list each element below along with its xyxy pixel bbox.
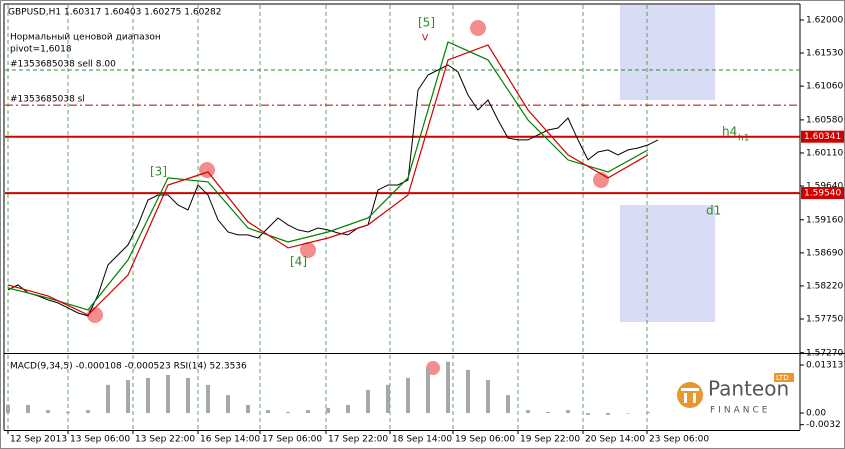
macd-bar <box>606 413 610 415</box>
macd-bar <box>546 411 550 414</box>
annotation: V <box>422 34 429 44</box>
macd-bar <box>426 368 430 414</box>
y-tick-label: 1.62000 <box>806 15 843 25</box>
annotation: h1 <box>738 134 749 144</box>
x-tick-label: 17 Sep 06:00 <box>262 435 322 445</box>
annotation: h4 <box>722 125 737 139</box>
pivot-marker <box>470 20 486 36</box>
macd-bar <box>506 395 510 414</box>
y-tick-label: 0.013137 <box>806 360 845 370</box>
chart-title: GBPUSD,H1 1.60317 1.60403 1.60275 1.6028… <box>8 8 221 18</box>
zone <box>620 205 715 322</box>
x-tick-label: 20 Sep 14:00 <box>585 435 645 445</box>
order-label: #1353685038 sell 8.00 <box>10 59 116 69</box>
x-tick-label: 17 Sep 22:00 <box>328 435 388 445</box>
annotation: [4] <box>290 255 307 269</box>
macd-bar <box>86 410 90 414</box>
macd-bar <box>226 395 230 414</box>
pivot-marker <box>300 242 316 258</box>
macd-bar <box>386 384 390 414</box>
logo-badge-text: LTD <box>776 374 789 382</box>
logo-icon <box>693 393 696 403</box>
level-label: 1.60341 <box>804 132 841 142</box>
panel-title: MACD(9,34,5) -0.000108 -0.000523 RSI(14)… <box>10 362 247 372</box>
pivot-markers <box>87 20 609 375</box>
macd-bar <box>6 404 10 414</box>
macd-bar <box>246 404 250 414</box>
y-tick-label: 1.58220 <box>806 281 843 291</box>
macd-bar <box>486 380 490 414</box>
y-tick-label: 1.59160 <box>806 215 843 225</box>
y-tick-label: 1.57270 <box>806 348 843 358</box>
y-tick-label: 1.60580 <box>806 115 843 125</box>
annotation: d1 <box>706 204 721 218</box>
x-tick-label: 19 Sep 22:00 <box>520 435 580 445</box>
annotation: [3] <box>150 165 167 179</box>
macd-bar <box>206 384 210 414</box>
annotation: [5] <box>418 16 435 30</box>
y-tick-label: 1.57750 <box>806 315 843 325</box>
y-tick-label: 1.61060 <box>806 82 843 92</box>
macd-bar <box>446 361 450 414</box>
y-tick-label: 1.59640 <box>806 182 843 192</box>
macd-bar <box>586 413 590 415</box>
y-tick-label: 1.58690 <box>806 248 843 258</box>
macd-bar <box>646 411 650 414</box>
order-label: #1353685038 sl <box>10 95 85 105</box>
price-line <box>7 44 649 316</box>
macd-bar <box>366 389 370 414</box>
x-tick-label: 23 Sep 06:00 <box>649 435 709 445</box>
macd-bar <box>566 410 570 414</box>
y-tick-label: 1.61530 <box>806 49 843 59</box>
macd-bar <box>186 377 190 414</box>
x-tick-label: 12 Sep 2013 <box>10 435 67 445</box>
price-line <box>7 64 659 317</box>
logo-badge <box>774 373 794 382</box>
macd-bar <box>406 377 410 414</box>
level-box <box>801 130 844 143</box>
x-tick-label: 16 Sep 14:00 <box>200 435 260 445</box>
x-tick-label: 13 Sep 22:00 <box>135 435 195 445</box>
logo-icon <box>677 382 703 408</box>
level-label: 1.59540 <box>804 189 841 199</box>
macd-bar <box>326 407 330 414</box>
macd-bar <box>266 410 270 414</box>
macd-bar <box>346 404 350 414</box>
price-line <box>7 41 649 311</box>
y-tick-label: -0.0032 <box>806 420 841 430</box>
pivot-marker <box>87 307 103 323</box>
macd-bar <box>66 411 70 414</box>
note: pivot=1,6018 <box>10 45 72 55</box>
level-box <box>801 187 844 200</box>
macd-bar <box>166 374 170 414</box>
macd-bar <box>146 377 150 414</box>
pivot-marker <box>199 162 215 178</box>
y-tick-label: 0.00 <box>806 409 826 419</box>
logo-sub: FINANCE <box>710 406 770 416</box>
macd-bar <box>306 410 310 414</box>
x-tick-label: 13 Sep 06:00 <box>70 435 130 445</box>
macd-bar <box>46 410 50 414</box>
y-tick-label: 1.60110 <box>806 148 843 158</box>
macd-bar <box>26 404 30 414</box>
x-tick-label: 18 Sep 14:00 <box>392 435 452 445</box>
macd-bar <box>526 410 530 414</box>
macd-bar <box>286 411 290 414</box>
logo-icon <box>681 388 699 391</box>
macd-bar <box>106 384 110 414</box>
note: Нормальный ценовой диапазон <box>10 33 161 43</box>
macd-bar <box>126 380 130 414</box>
macd-bar <box>466 369 470 414</box>
logo-icon <box>684 393 687 403</box>
logo: Panteon FINANCE LTD <box>677 373 794 416</box>
macd-bar <box>626 413 630 414</box>
zone <box>620 5 715 100</box>
x-tick-label: 19 Sep 06:00 <box>455 435 515 445</box>
